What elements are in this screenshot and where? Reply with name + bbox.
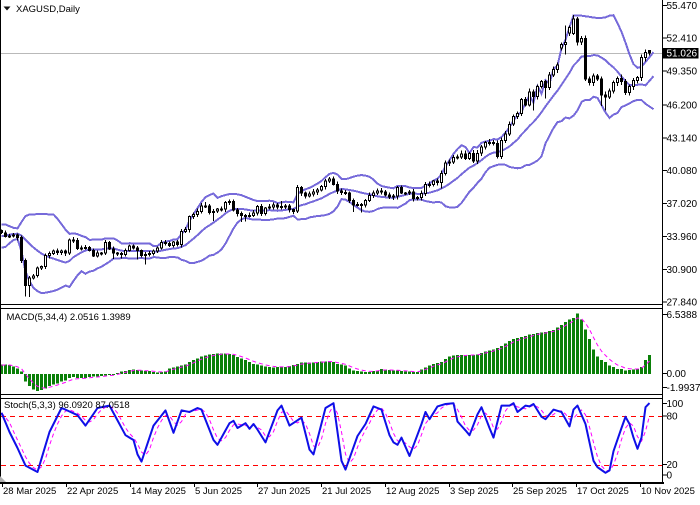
svg-text:27.840: 27.840 — [667, 298, 698, 309]
svg-text:33.960: 33.960 — [667, 232, 698, 243]
svg-text:14 May 2025: 14 May 2025 — [131, 486, 186, 497]
svg-text:5 Jun 2025: 5 Jun 2025 — [195, 486, 242, 497]
svg-text:3 Sep 2025: 3 Sep 2025 — [450, 486, 499, 497]
svg-text:43.140: 43.140 — [667, 133, 698, 144]
svg-text:80: 80 — [667, 411, 679, 422]
svg-text:40.080: 40.080 — [667, 166, 698, 177]
svg-text:21 Jul 2025: 21 Jul 2025 — [322, 486, 371, 497]
svg-text:100: 100 — [667, 399, 684, 410]
svg-text:Stoch(5,3,3) 96.0920 87.0518: Stoch(5,3,3) 96.0920 87.0518 — [4, 400, 130, 411]
svg-text:37.020: 37.020 — [667, 199, 698, 210]
svg-text:46.200: 46.200 — [667, 100, 698, 111]
svg-text:22 Apr 2025: 22 Apr 2025 — [67, 486, 118, 497]
svg-text:28 Mar 2025: 28 Mar 2025 — [3, 486, 56, 497]
svg-text:30.900: 30.900 — [667, 265, 698, 276]
svg-text:25 Sep 2025: 25 Sep 2025 — [513, 486, 567, 497]
svg-text:49.350: 49.350 — [667, 67, 698, 78]
svg-text:27 Jun 2025: 27 Jun 2025 — [258, 486, 310, 497]
svg-text:MACD(5,34,4) 2.0516 1.3989: MACD(5,34,4) 2.0516 1.3989 — [7, 312, 131, 323]
svg-text:12 Aug 2025: 12 Aug 2025 — [386, 486, 439, 497]
svg-text:6.5388: 6.5388 — [667, 310, 698, 321]
svg-text:10 Nov 2025: 10 Nov 2025 — [641, 486, 695, 497]
svg-text:51.026: 51.026 — [667, 49, 698, 60]
svg-text:0.00: 0.00 — [667, 369, 687, 380]
svg-text:55.470: 55.470 — [667, 1, 698, 12]
svg-text:-1.9937: -1.9937 — [667, 383, 700, 394]
svg-text:XAGUSD,Daily: XAGUSD,Daily — [16, 4, 80, 15]
svg-text:52.410: 52.410 — [667, 34, 698, 45]
svg-text:0: 0 — [667, 470, 673, 481]
svg-text:17 Oct 2025: 17 Oct 2025 — [577, 486, 629, 497]
